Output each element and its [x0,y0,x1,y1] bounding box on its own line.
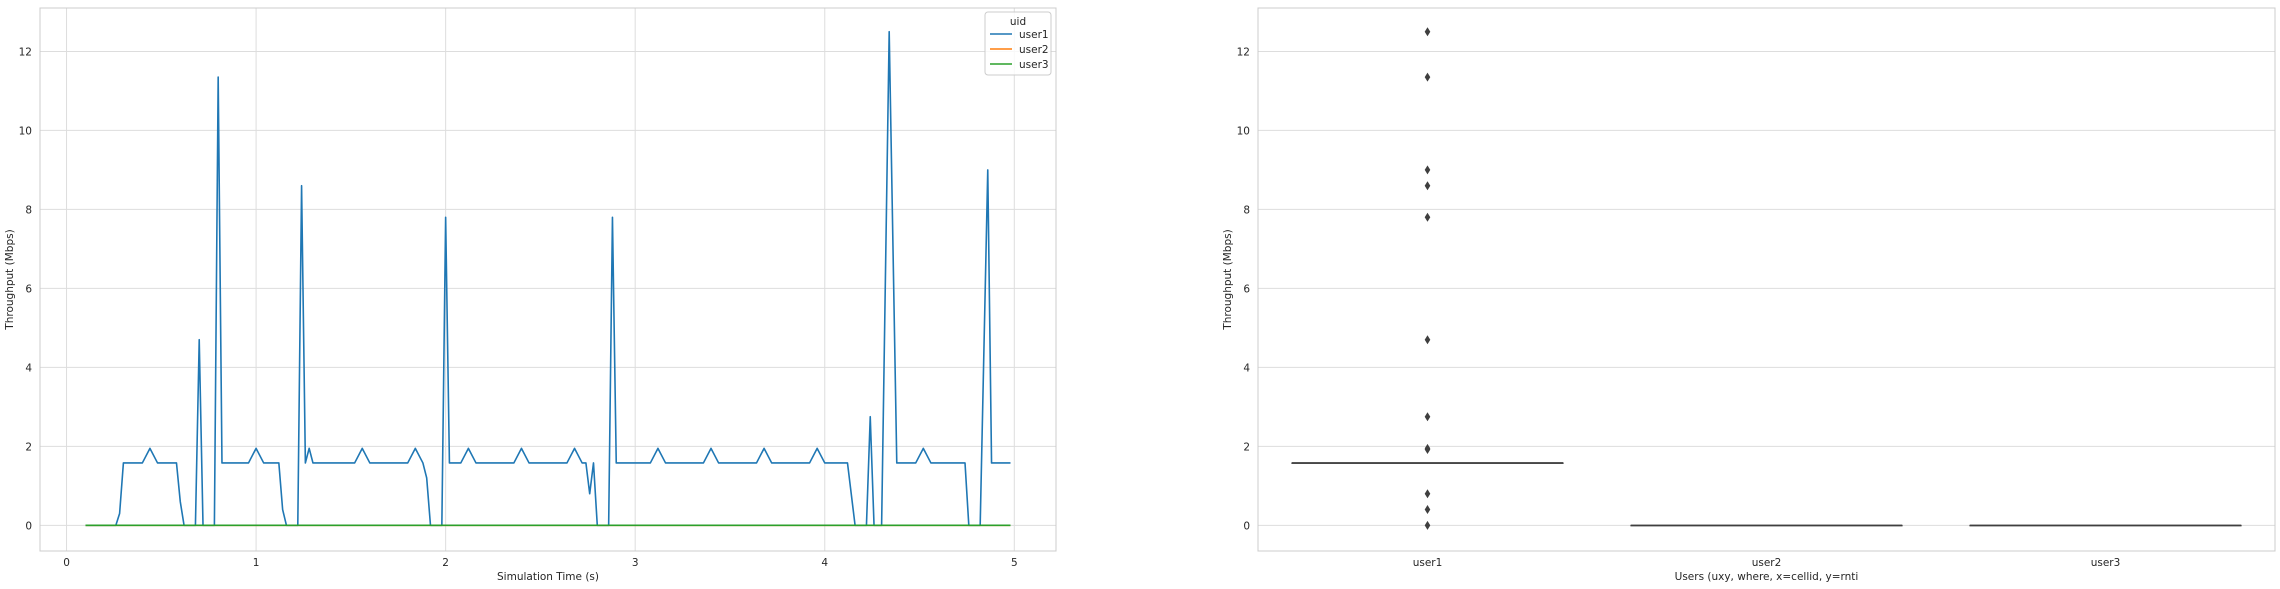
outlier-point [1424,505,1431,515]
y-tick-label: 12 [1237,46,1250,58]
box-user1 [1291,27,1564,530]
x-tick-label: user2 [1752,557,1782,569]
legend-label-user1: user1 [1019,29,1049,41]
line-chart-y-axis-label: Throughput (Mbps) [4,229,16,330]
y-tick-label: 8 [25,204,32,216]
box-chart-plot-area [1258,8,2275,551]
y-tick-label: 4 [1243,362,1250,374]
series-line-user1 [85,30,1011,527]
box-chart-boxes [1291,27,2242,530]
y-tick-label: 2 [25,441,32,453]
legend-label-user2: user2 [1019,44,1049,56]
y-tick-label: 6 [1243,283,1250,295]
y-tick-label: 2 [1243,441,1250,453]
x-tick-label: user3 [2091,557,2121,569]
y-tick-label: 12 [19,46,32,58]
outlier-point [1424,181,1431,191]
box-chart-y-ticks: 0 2 4 6 8 10 12 [1237,46,1251,532]
box-user2 [1630,524,1903,527]
x-tick-label: 1 [253,557,260,569]
y-tick-label: 6 [25,283,32,295]
y-tick-label: 4 [25,362,32,374]
box-chart-x-axis-label: Users (uxy, where, x=cellid, y=rnti [1675,571,1859,583]
line-chart-plot-area [40,8,1056,551]
line-chart-frame [39,7,1057,552]
line-chart-x-ticks: 0 1 2 3 4 5 [63,557,1017,569]
y-tick-label: 10 [19,125,32,137]
y-tick-label: 0 [25,520,32,532]
legend-label-user3: user3 [1019,59,1049,71]
x-tick-label: 5 [1011,557,1018,569]
y-tick-label: 10 [1237,125,1250,137]
outlier-point [1424,412,1431,422]
line-chart-grid [40,8,1056,551]
box-chart-y-axis-label: Throughput (Mbps) [1222,229,1234,330]
x-tick-label: user1 [1413,557,1443,569]
box-chart-x-ticks: user1 user2 user3 [1413,557,2121,569]
outlier-point [1424,489,1431,499]
line-chart-y-ticks: 0 2 4 6 8 10 12 [19,46,33,532]
outlier-point [1424,72,1431,82]
x-tick-label: 4 [821,557,828,569]
outlier-point [1424,27,1431,37]
line-chart-x-axis-label: Simulation Time (s) [497,571,599,583]
box-chart: 0 2 4 6 8 10 12 user1 user2 user3 Users (uxy, wh… [1222,7,2276,583]
y-tick-label: 8 [1243,204,1250,216]
x-tick-label: 0 [63,557,70,569]
outlier-point [1424,335,1431,345]
box-chart-frame [1257,7,2276,552]
box-user3 [1969,524,2242,527]
legend-title: uid [1010,16,1026,28]
x-tick-label: 3 [632,557,639,569]
legend: uid user1 user2 user3 [984,11,1052,76]
line-chart-series [85,30,1011,527]
y-tick-label: 0 [1243,520,1250,532]
outlier-point [1424,520,1431,530]
outlier-point [1424,165,1431,175]
legend-box [984,11,1052,76]
x-tick-label: 2 [442,557,449,569]
legend-entries: user1 user2 user3 [990,29,1049,71]
outlier-point [1424,445,1431,455]
outlier-point [1424,212,1431,222]
